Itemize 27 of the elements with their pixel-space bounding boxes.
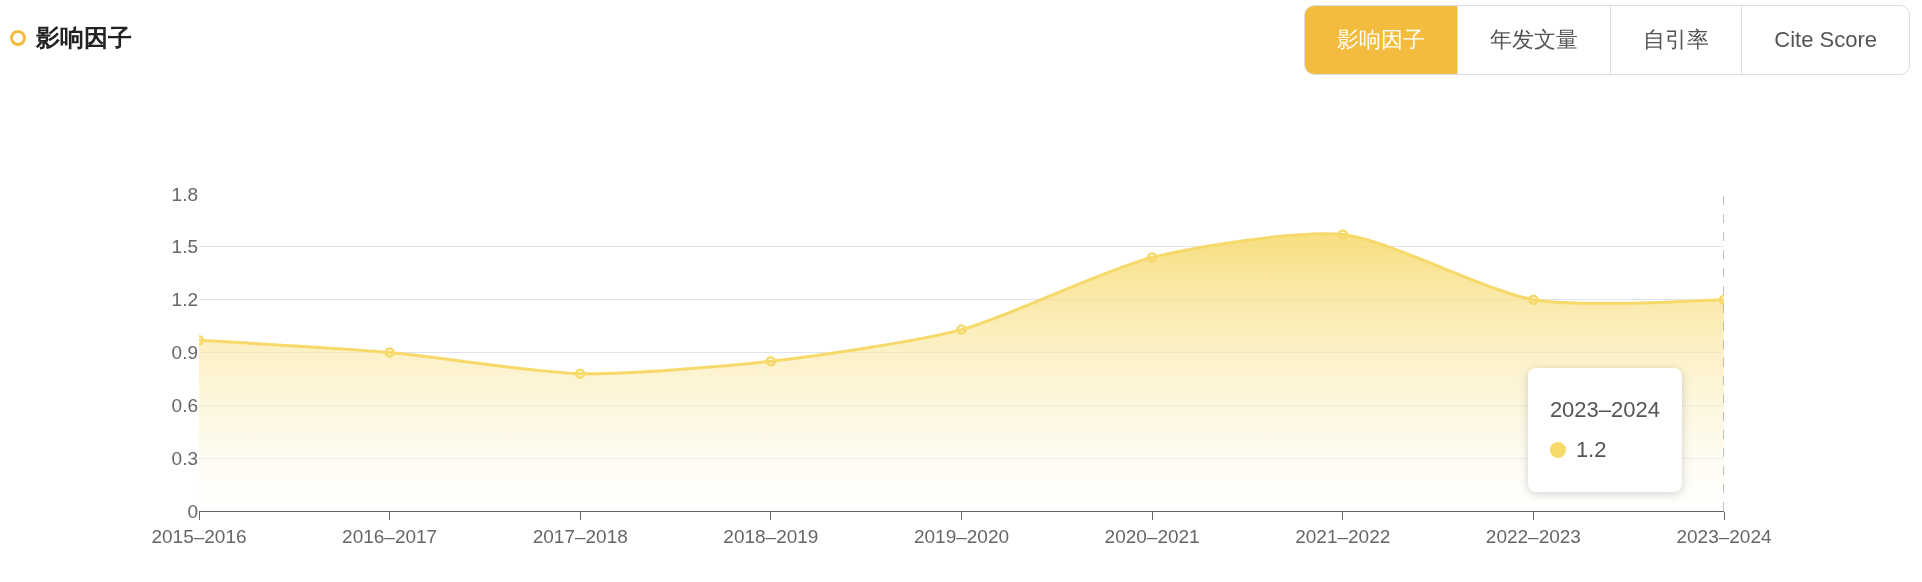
point: [1337, 229, 1348, 240]
point: [1528, 294, 1539, 305]
x-tick-label: 2017–2018: [532, 525, 628, 547]
x-tick-label: 2016–2017: [342, 525, 438, 547]
x-tick-label: 2018–2019: [723, 525, 819, 547]
x-tick-label: 2020–2021: [1104, 525, 1200, 547]
tooltip-box: 2023–2024 1.2: [1527, 368, 1682, 492]
y-tick-label: 1.5: [171, 236, 198, 258]
y-tick-label: 0.6: [171, 394, 198, 416]
point: [1146, 252, 1158, 263]
y-tick-label: 0.9: [171, 342, 198, 364]
y-tick-label: 0: [187, 500, 198, 522]
y-tick-label: 1.2: [171, 289, 198, 311]
point: [765, 356, 777, 367]
x-tick-label: 2022–2023: [1485, 525, 1581, 547]
annotation: 2023–2024 1.2: [1549, 396, 1660, 464]
tab-bar: 影响因子 年发文量 自引率 Cite Score: [1304, 5, 1910, 75]
point: [384, 347, 395, 358]
y-tick-label: 1.8: [171, 183, 198, 205]
x-tick-label: 2021–2022: [1295, 525, 1391, 547]
x-tick-label: 2019–2020: [913, 525, 1010, 547]
x-tick-label: 2023–2024: [1676, 525, 1772, 547]
point: [575, 368, 586, 379]
point: [956, 324, 967, 335]
x-tick-label: 2015–2016: [151, 525, 247, 547]
y-tick-label: 0.3: [171, 447, 198, 469]
chart-title: 影响因子: [36, 23, 132, 53]
